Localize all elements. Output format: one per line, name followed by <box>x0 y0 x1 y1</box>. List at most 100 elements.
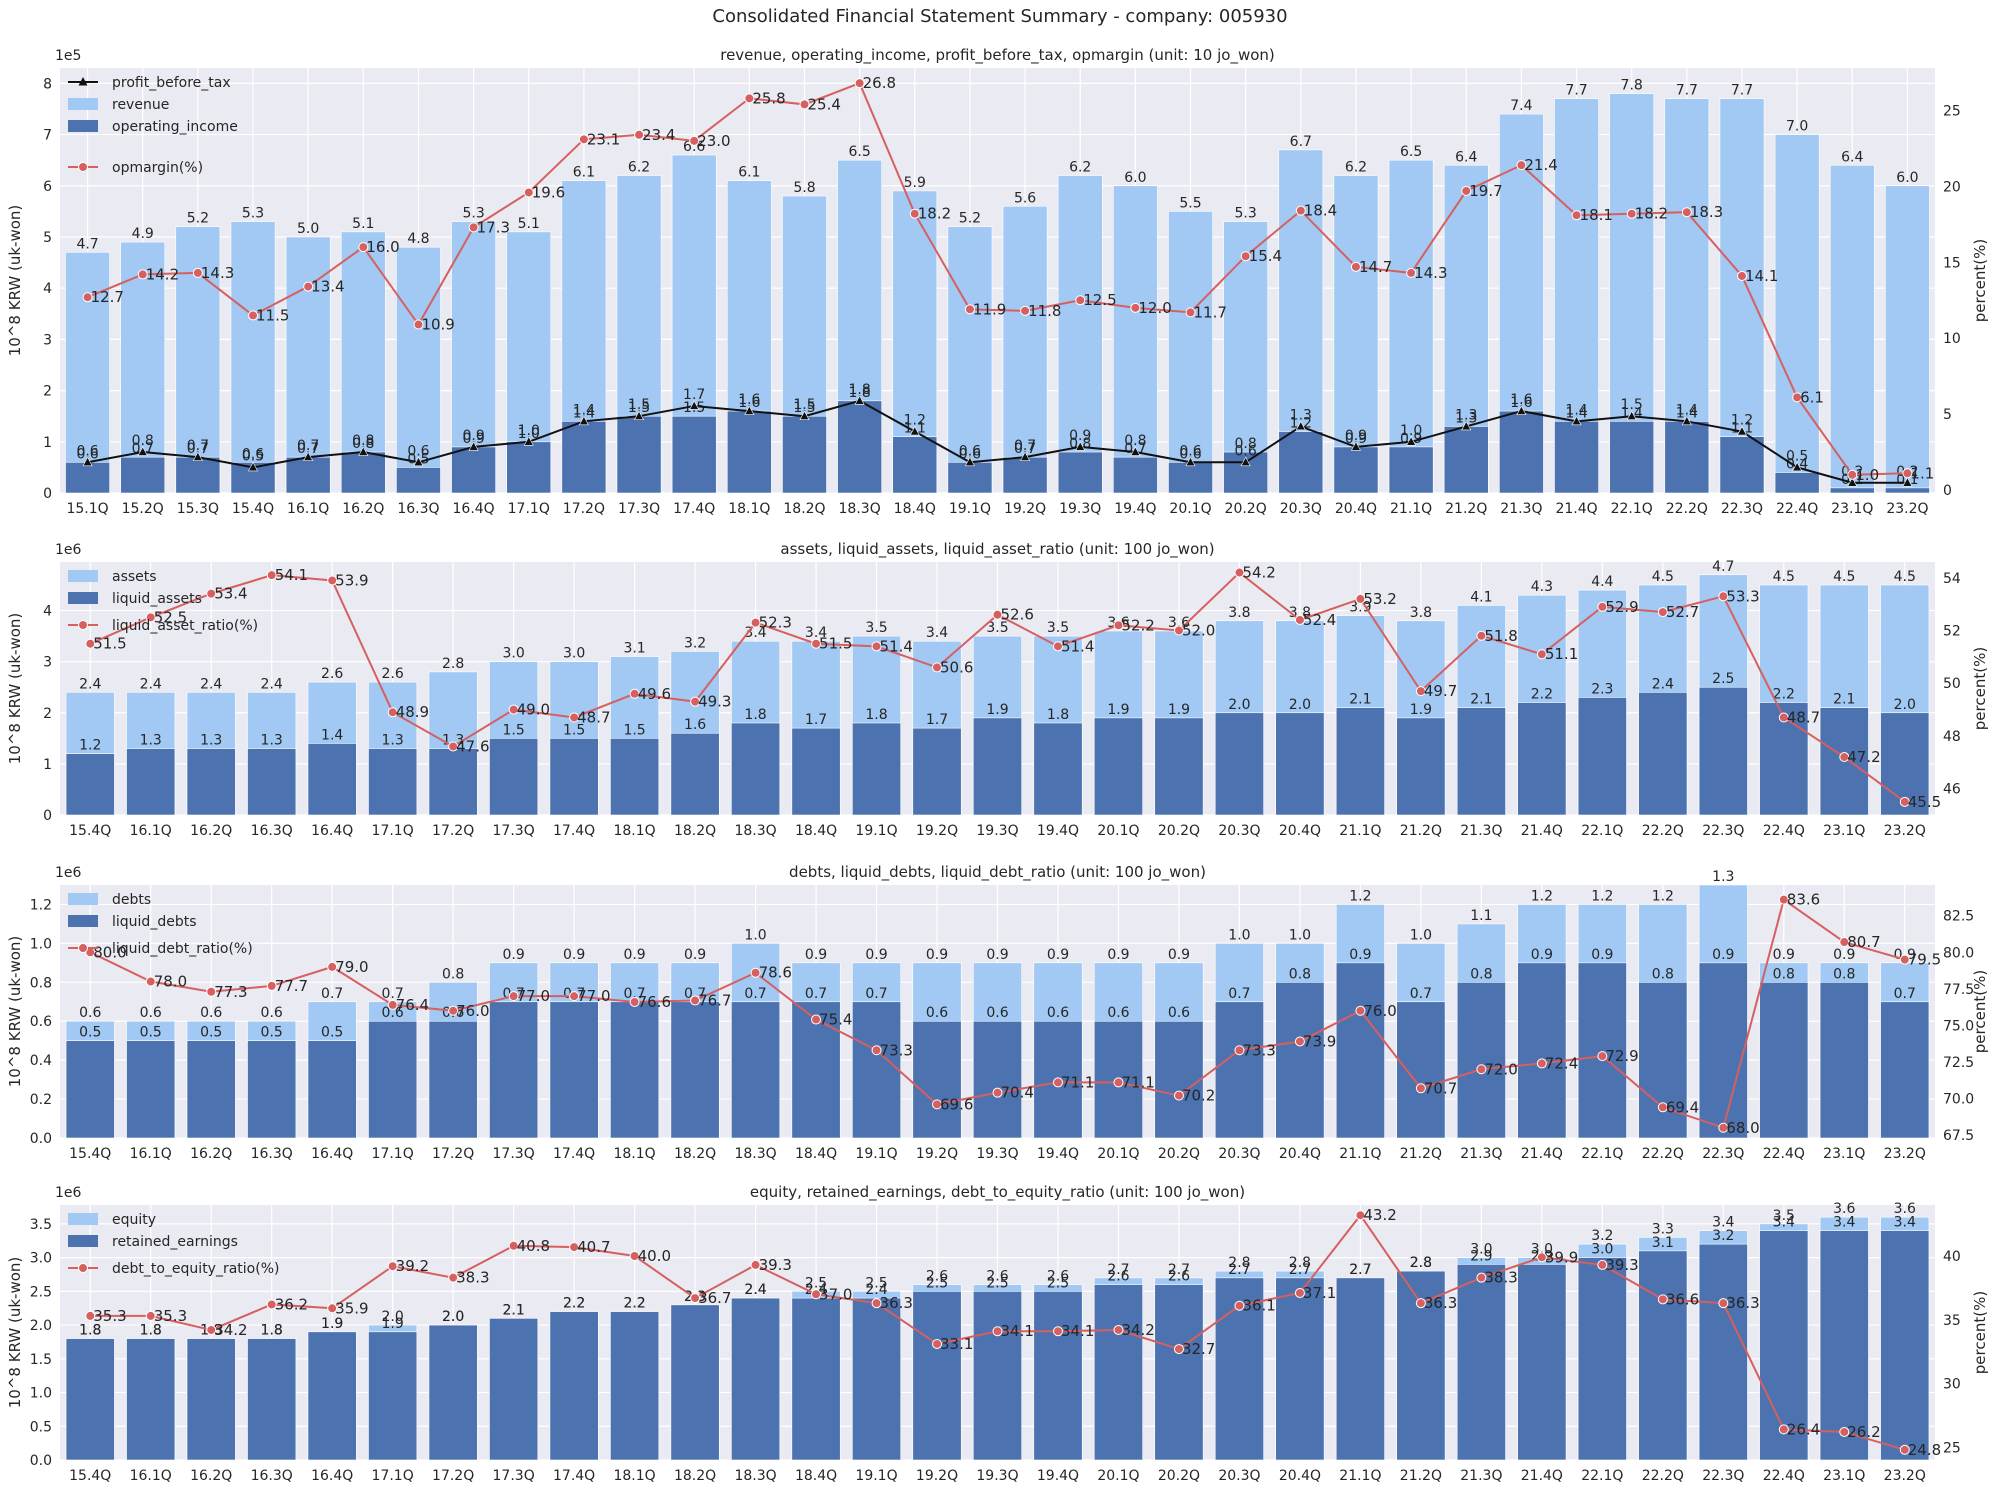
data-label-liquid_debt_ratio(%): 76.0 <box>456 1002 489 1020</box>
point-debt_to_equity_ratio(%) <box>629 1251 640 1261</box>
data-label-opmargin(%): 13.4 <box>311 278 344 296</box>
x-tick-label: 16.2Q <box>190 823 232 839</box>
point-debt_to_equity_ratio(%) <box>1476 1272 1487 1283</box>
point-debt_to_equity_ratio(%) <box>811 1289 822 1300</box>
legend-marker <box>78 943 88 953</box>
point-opmargin(%) <box>413 319 424 330</box>
point-debt_to_equity_ratio(%) <box>1839 1426 1850 1437</box>
bar-operating_income <box>671 415 717 494</box>
point-profit_before_tax <box>1075 441 1086 451</box>
bar-liquid_assets <box>1577 697 1627 816</box>
bar-liquid_debts <box>852 1001 902 1139</box>
point-opmargin(%) <box>634 129 645 140</box>
bar-liquid_debts <box>1577 962 1627 1139</box>
point-liquid_debt_ratio(%) <box>1899 954 1910 965</box>
data-label-liquid_asset_ratio(%): 54.2 <box>1242 564 1275 582</box>
point-liquid_asset_ratio(%) <box>508 704 519 715</box>
data-label-opmargin(%): 18.3 <box>1690 203 1723 221</box>
data-label-revenue: 6.0 <box>1896 170 1918 186</box>
bar-operating_income <box>1113 456 1158 494</box>
data-label-debts: 0.9 <box>1047 947 1069 963</box>
y-axis-label: 10^8 KRW (uk-won) <box>6 613 24 764</box>
data-label-debts: 0.9 <box>805 947 827 963</box>
data-label-revenue: 5.5 <box>1179 195 1201 211</box>
data-label-liquid_asset_ratio(%): 47.6 <box>456 737 489 755</box>
data-label-retained_earnings: 2.6 <box>1107 1269 1129 1285</box>
bar-retained_earnings <box>1698 1243 1748 1461</box>
point-opmargin(%) <box>1902 468 1913 479</box>
bar-operating_income <box>1664 421 1710 494</box>
data-label-liquid_assets: 2.1 <box>1833 692 1855 708</box>
point-opmargin(%) <box>192 267 203 278</box>
point-profit_before_tax <box>799 410 810 420</box>
point-liquid_asset_ratio(%) <box>1113 620 1124 631</box>
data-label-assets: 3.5 <box>865 620 887 636</box>
data-label-debts: 0.8 <box>442 966 464 982</box>
data-label-liquid_assets: 2.0 <box>1894 697 1916 713</box>
data-label-liquid_debts: 0.9 <box>1531 947 1553 963</box>
data-label-liquid_assets: 1.3 <box>382 733 404 749</box>
y2-tick-label: 30 <box>1943 1377 1961 1393</box>
x-tick-label: 17.4Q <box>553 1146 595 1162</box>
y-axis-label: 10^8 KRW (uk-won) <box>6 936 24 1087</box>
x-tick-label: 19.4Q <box>1114 501 1156 517</box>
data-label-debts: 0.9 <box>563 947 585 963</box>
point-profit_before_tax <box>1626 410 1637 420</box>
point-liquid_asset_ratio(%) <box>1778 712 1789 723</box>
legend-marker <box>78 620 88 630</box>
bar-liquid_debts <box>1880 1001 1930 1139</box>
data-label-liquid_assets: 1.9 <box>1410 702 1432 718</box>
point-debt_to_equity_ratio(%) <box>1294 1287 1305 1298</box>
data-label-operating_income: 0.7 <box>1014 441 1036 457</box>
point-debt_to_equity_ratio(%) <box>508 1240 519 1251</box>
series-line-profit_before_tax <box>87 399 1908 484</box>
bar-liquid_assets <box>912 727 962 816</box>
data-label-retained_earnings: 3.4 <box>1773 1215 1795 1231</box>
y-tick-label: 0.5 <box>30 1419 52 1435</box>
y-tick-label: 2.5 <box>30 1284 52 1300</box>
bar-liquid_assets <box>1154 717 1204 816</box>
y2-axis-label: percent(%) <box>1971 239 1989 322</box>
data-label-debts: 0.7 <box>382 986 404 1002</box>
y-tick-label: 0.2 <box>30 1092 52 1108</box>
point-opmargin(%) <box>964 304 975 315</box>
x-tick-label: 16.4Q <box>311 1146 353 1162</box>
bar-retained_earnings <box>1214 1277 1264 1461</box>
data-label-liquid_asset_ratio(%): 45.5 <box>1908 793 1941 811</box>
data-label-liquid_debt_ratio(%): 71.1 <box>1061 1073 1094 1091</box>
point-opmargin(%) <box>1406 267 1417 278</box>
data-label-profit_before_tax: 1.5 <box>628 397 650 413</box>
x-tick-label: 23.1Q <box>1823 1468 1865 1484</box>
data-label-liquid_assets: 1.4 <box>321 727 343 743</box>
bar-operating_income <box>451 446 496 494</box>
point-opmargin(%) <box>82 292 93 303</box>
x-tick-label: 19.4Q <box>1037 1146 1079 1162</box>
data-label-profit_before_tax: 0.6 <box>1179 443 1201 459</box>
data-label-profit_before_tax: 0.5 <box>1786 448 1808 464</box>
data-label-revenue: 6.7 <box>1290 134 1312 150</box>
point-profit_before_tax <box>1571 415 1582 426</box>
data-label-debts: 0.9 <box>986 947 1008 963</box>
data-label-liquid_debt_ratio(%): 68.0 <box>1726 1119 1759 1137</box>
bar-liquid_debts <box>549 1001 599 1139</box>
data-label-revenue: 5.2 <box>187 211 209 227</box>
bar-liquid_assets <box>1033 722 1083 816</box>
x-tick-label: 16.4Q <box>453 501 495 517</box>
point-liquid_asset_ratio(%) <box>690 696 701 707</box>
x-tick-label: 18.2Q <box>674 1468 716 1484</box>
data-label-revenue: 4.7 <box>76 236 98 252</box>
bar-liquid_assets <box>1456 707 1506 816</box>
point-liquid_debt_ratio(%) <box>1657 1102 1668 1113</box>
point-liquid_debt_ratio(%) <box>145 976 156 987</box>
data-label-liquid_debts: 0.6 <box>986 1005 1008 1021</box>
x-tick-label: 23.1Q <box>1823 823 1865 839</box>
x-tick-label: 21.4Q <box>1555 501 1597 517</box>
data-label-revenue: 7.4 <box>1510 98 1532 114</box>
legend-label: profit_before_tax <box>112 75 231 91</box>
point-profit_before_tax <box>303 451 314 461</box>
point-debt_to_equity_ratio(%) <box>1899 1444 1910 1455</box>
chart-panel-3: debts, liquid_debts, liquid_debt_ratio (… <box>6 863 1989 1162</box>
bar-operating_income <box>340 451 386 494</box>
data-label-liquid_debt_ratio(%): 73.3 <box>1242 1041 1275 1059</box>
